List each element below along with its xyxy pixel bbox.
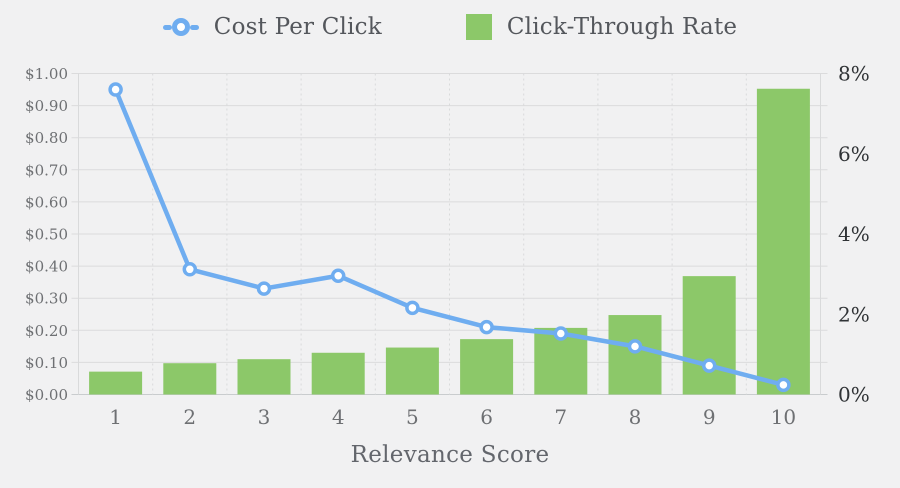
x-axis-tick-label: 1 xyxy=(109,405,122,429)
legend-label-cost-per-click: Cost Per Click xyxy=(213,14,382,40)
left-axis-tick-label: $0.90 xyxy=(25,97,68,115)
left-axis-tick-label: $0.20 xyxy=(25,322,68,340)
bar-ctr-3 xyxy=(237,359,291,395)
left-axis-tick-label: $0.50 xyxy=(25,226,68,244)
cpc-point-3 xyxy=(256,281,272,296)
right-axis-tick-label: 4% xyxy=(838,222,870,246)
left-axis-tick-label: $1.00 xyxy=(25,65,68,83)
bar-ctr-4 xyxy=(311,352,365,395)
bar-ctr-10 xyxy=(756,88,810,395)
line-stub-right xyxy=(189,25,199,30)
cpc-point-1 xyxy=(108,82,123,97)
left-axis-tick-label: $0.00 xyxy=(25,386,68,404)
x-axis-tick-label: 4 xyxy=(332,405,345,429)
legend-item-click-through-rate: Click-Through Rate xyxy=(465,14,738,40)
line-marker-ring xyxy=(171,18,190,36)
cpc-point-4 xyxy=(330,268,346,283)
cpc-point-10 xyxy=(776,377,791,393)
x-axis-tick-label: 2 xyxy=(183,405,196,429)
x-axis-tick-label: 5 xyxy=(406,405,419,429)
left-axis-tick-label: $0.70 xyxy=(25,161,68,179)
left-axis-tick-label: $0.60 xyxy=(25,193,68,211)
right-axis-tick-label: 0% xyxy=(838,383,870,407)
cpc-point-9 xyxy=(701,358,717,373)
right-axis-tick-label: 2% xyxy=(838,302,870,326)
cpc-point-6 xyxy=(479,319,494,335)
x-axis-title: Relevance Score xyxy=(350,442,550,468)
right-axis-tick-label: 8% xyxy=(838,62,870,86)
line-circle-marker-icon xyxy=(162,18,199,36)
cpc-point-2 xyxy=(182,262,198,277)
legend: Cost Per Click Click-Through Rate xyxy=(0,14,900,40)
bar-ctr-9 xyxy=(682,276,736,395)
bar-ctr-5 xyxy=(385,347,439,395)
legend-label-click-through-rate: Click-Through Rate xyxy=(506,14,738,40)
x-axis-tick-label: 10 xyxy=(771,405,796,429)
right-axis-tick-label: 6% xyxy=(838,142,870,166)
x-axis-tick-label: 6 xyxy=(480,405,493,429)
x-axis-tick-label: 9 xyxy=(703,405,716,429)
left-axis-tick-label: $0.10 xyxy=(25,354,68,372)
cpc-point-8 xyxy=(627,339,643,354)
cpc-line xyxy=(113,87,786,388)
x-axis-tick-label: 8 xyxy=(629,405,642,429)
cpc-point-7 xyxy=(553,326,569,341)
left-axis-tick-label: $0.40 xyxy=(25,258,68,276)
line-stub-left xyxy=(162,25,172,30)
left-axis-tick-label: $0.80 xyxy=(25,129,68,147)
left-axis-tick-label: $0.30 xyxy=(25,290,68,308)
x-axis-tick-label: 7 xyxy=(554,405,567,429)
bar-ctr-2 xyxy=(163,363,217,395)
bar-ctr-8 xyxy=(608,315,662,395)
cpc-point-5 xyxy=(405,300,420,316)
bar-ctr-6 xyxy=(460,339,514,395)
bar-swatch-icon xyxy=(465,14,492,40)
legend-item-cost-per-click: Cost Per Click xyxy=(162,14,382,40)
x-axis-tick-label: 3 xyxy=(258,405,271,429)
bar-ctr-1 xyxy=(89,371,143,395)
